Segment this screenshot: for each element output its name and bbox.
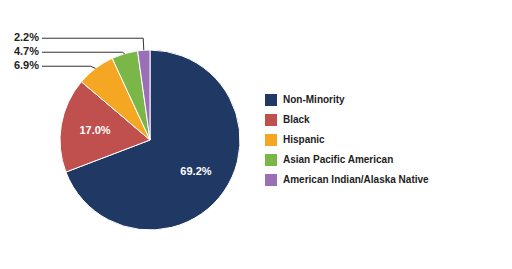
legend-swatch (265, 114, 277, 126)
leader-line (42, 52, 125, 53)
legend-item: Black (265, 114, 310, 126)
leader-line (42, 38, 144, 50)
pie-slice (112, 51, 150, 140)
chart: 69.2% 17.0% 2.2% 4.7% 6.9% Non-Minority Black H… (0, 0, 512, 269)
pie-slice (138, 50, 150, 140)
legend-label: Hispanic (283, 134, 325, 145)
legend-label: Non-Minority (283, 94, 345, 105)
legend-swatch (265, 134, 277, 146)
leader-line (42, 66, 96, 68)
legend-item: American Indian/Alaska Native (265, 174, 429, 186)
legend-item: Non-Minority (265, 94, 345, 106)
legend: Non-Minority Black Hispanic Asian Pacific A… (265, 94, 429, 186)
legend-swatch (265, 154, 277, 166)
legend-swatch (265, 174, 277, 186)
data-labels: 69.2% 17.0% 2.2% 4.7% 6.9% (14, 31, 212, 176)
data-label: 17.0% (79, 123, 110, 135)
legend-item: Hispanic (265, 134, 325, 146)
data-label: 4.7% (14, 45, 39, 57)
data-label: 69.2% (180, 165, 211, 177)
data-label: 2.2% (14, 31, 39, 43)
pie (60, 50, 240, 230)
legend-label: Black (283, 114, 310, 125)
legend-item: Asian Pacific American (265, 154, 393, 166)
legend-label: American Indian/Alaska Native (283, 174, 429, 185)
legend-label: Asian Pacific American (283, 154, 393, 165)
data-label: 6.9% (14, 59, 39, 71)
legend-swatch (265, 94, 277, 106)
